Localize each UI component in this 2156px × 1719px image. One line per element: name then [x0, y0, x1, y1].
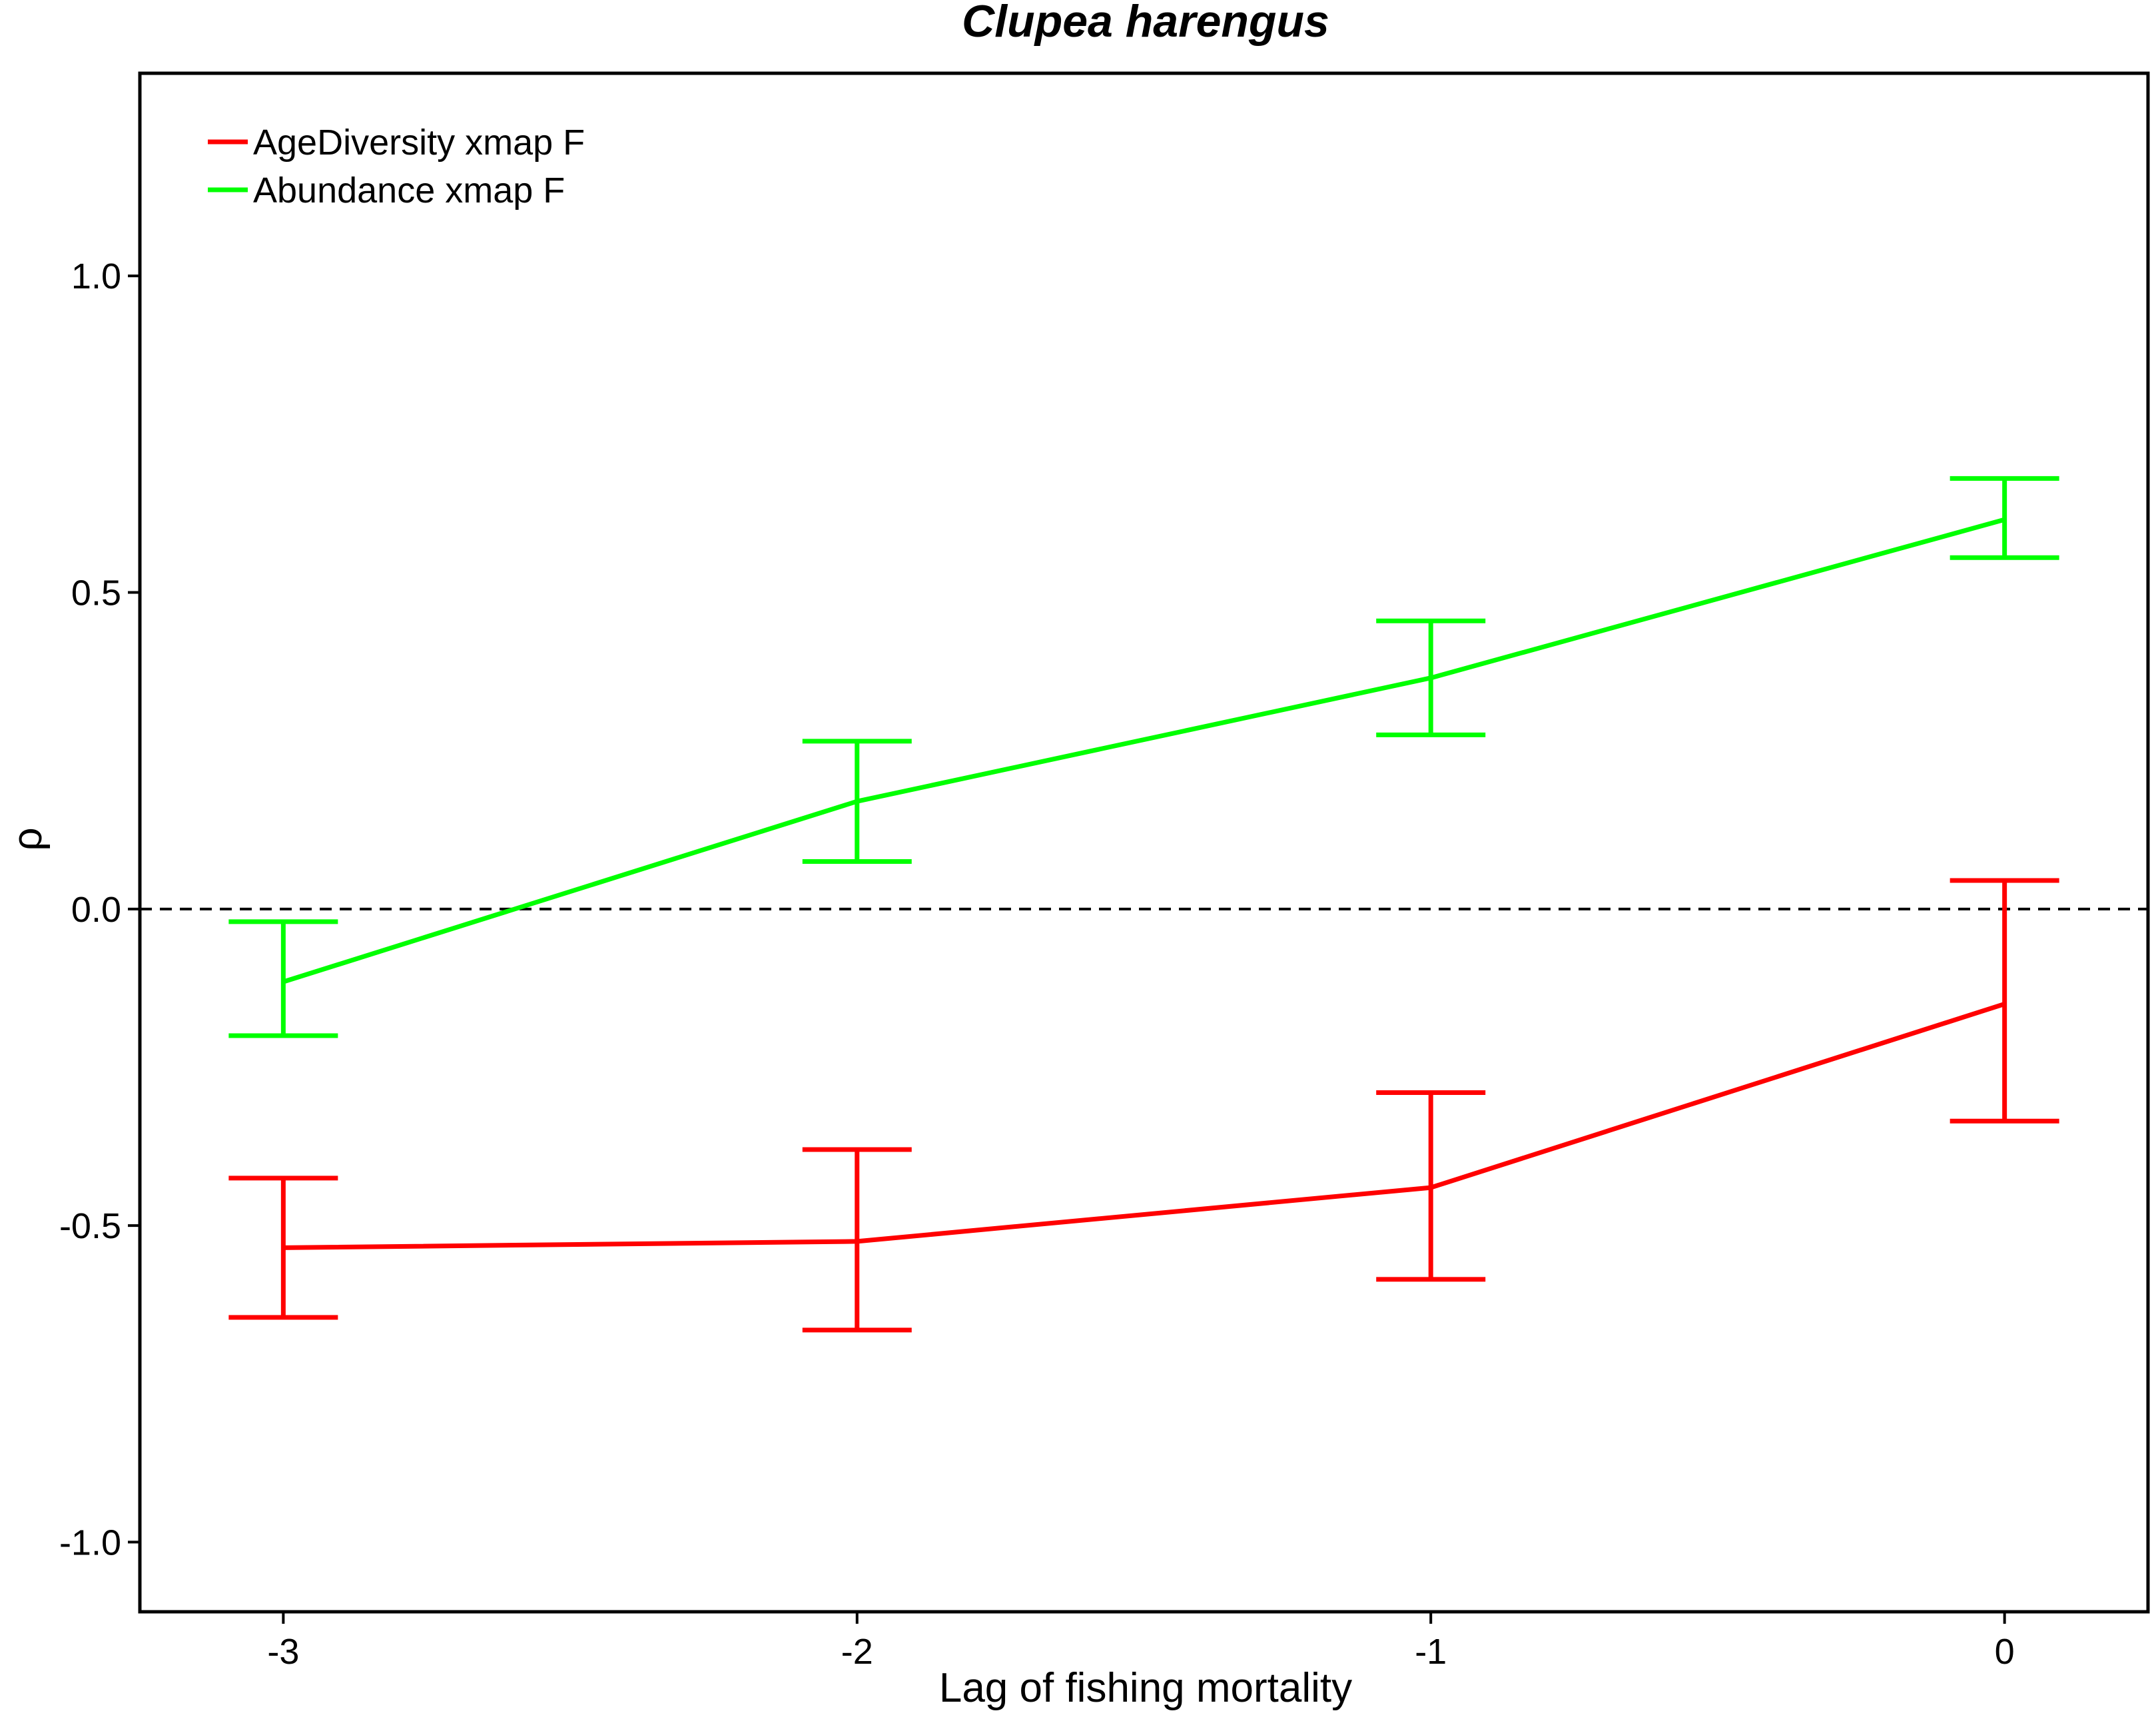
error-bar-agediversity	[1950, 878, 2059, 1124]
x-axis-title: Lag of fishing mortality	[939, 1665, 1352, 1711]
panel-border	[138, 71, 2150, 1614]
error-bar-agediversity	[228, 1176, 338, 1320]
error-bar-agediversity	[1376, 1090, 1486, 1282]
y-tick-label: -0.5	[59, 1206, 121, 1246]
error-bar-abundance	[802, 739, 912, 864]
x-tick-label: -1	[1415, 1632, 1447, 1672]
y-tick-label: 0.0	[71, 890, 121, 930]
plot-area: 1.0 0.5 0.0 -0.5 -1.0 -3 -2 -1 0	[59, 71, 2150, 1672]
legend-label: AgeDiversity xmap F	[253, 123, 585, 163]
error-bar-abundance	[1376, 618, 1486, 737]
y-tick-label: 0.5	[71, 573, 121, 613]
error-bar-abundance	[1950, 476, 2059, 560]
series-line-abundance	[282, 517, 2005, 984]
y-tick-label: 1.0	[71, 256, 121, 296]
legend-item: AgeDiversity xmap F	[208, 123, 585, 163]
x-tick-label: -3	[267, 1632, 299, 1672]
chart-title: Clupea harengus	[962, 0, 1329, 47]
error-bar-agediversity	[802, 1147, 912, 1333]
error-bar-abundance	[228, 919, 338, 1038]
x-tick-label: -2	[841, 1632, 873, 1672]
y-axis-title: ρ	[5, 827, 51, 851]
y-tick-label: -1.0	[59, 1523, 121, 1562]
series-line-agediversity	[283, 1002, 2005, 1250]
legend-item: Abundance xmap F	[208, 171, 565, 210]
x-tick-label: 0	[1995, 1632, 2015, 1672]
legend: AgeDiversity xmap F Abundance xmap F	[208, 123, 585, 210]
legend-label: Abundance xmap F	[253, 171, 565, 210]
